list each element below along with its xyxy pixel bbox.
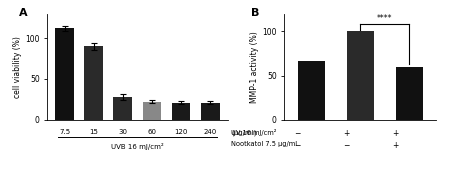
Bar	[298, 61, 325, 120]
Text: UV 16 mJ/cm²: UV 16 mJ/cm²	[231, 129, 277, 136]
Bar	[84, 46, 103, 120]
Text: −: −	[294, 129, 301, 138]
Bar	[172, 103, 191, 120]
Text: A: A	[18, 8, 27, 18]
Bar	[201, 103, 219, 120]
Y-axis label: cell viability (%): cell viability (%)	[13, 36, 22, 98]
Text: −: −	[343, 141, 350, 150]
Text: 60: 60	[147, 129, 156, 135]
Bar	[396, 67, 423, 120]
Bar	[347, 31, 374, 120]
Y-axis label: MMP-1 activity (%): MMP-1 activity (%)	[250, 31, 259, 103]
Text: +: +	[343, 129, 350, 138]
Text: −: −	[294, 141, 301, 150]
Bar	[143, 102, 162, 120]
Text: (µg/ml): (µg/ml)	[231, 129, 256, 136]
Text: +: +	[392, 141, 399, 150]
Text: 30: 30	[118, 129, 128, 135]
Bar	[113, 97, 132, 120]
Text: Nootkatol 7.5 µg/ml: Nootkatol 7.5 µg/ml	[231, 141, 298, 147]
Text: 240: 240	[203, 129, 217, 135]
Text: ****: ****	[377, 14, 392, 23]
Text: +: +	[392, 129, 399, 138]
Bar	[55, 28, 74, 120]
Text: 120: 120	[174, 129, 188, 135]
Text: B: B	[251, 8, 259, 18]
Text: 15: 15	[90, 129, 98, 135]
Text: 7.5: 7.5	[59, 129, 71, 135]
Text: UVB 16 mJ/cm²: UVB 16 mJ/cm²	[111, 143, 164, 150]
